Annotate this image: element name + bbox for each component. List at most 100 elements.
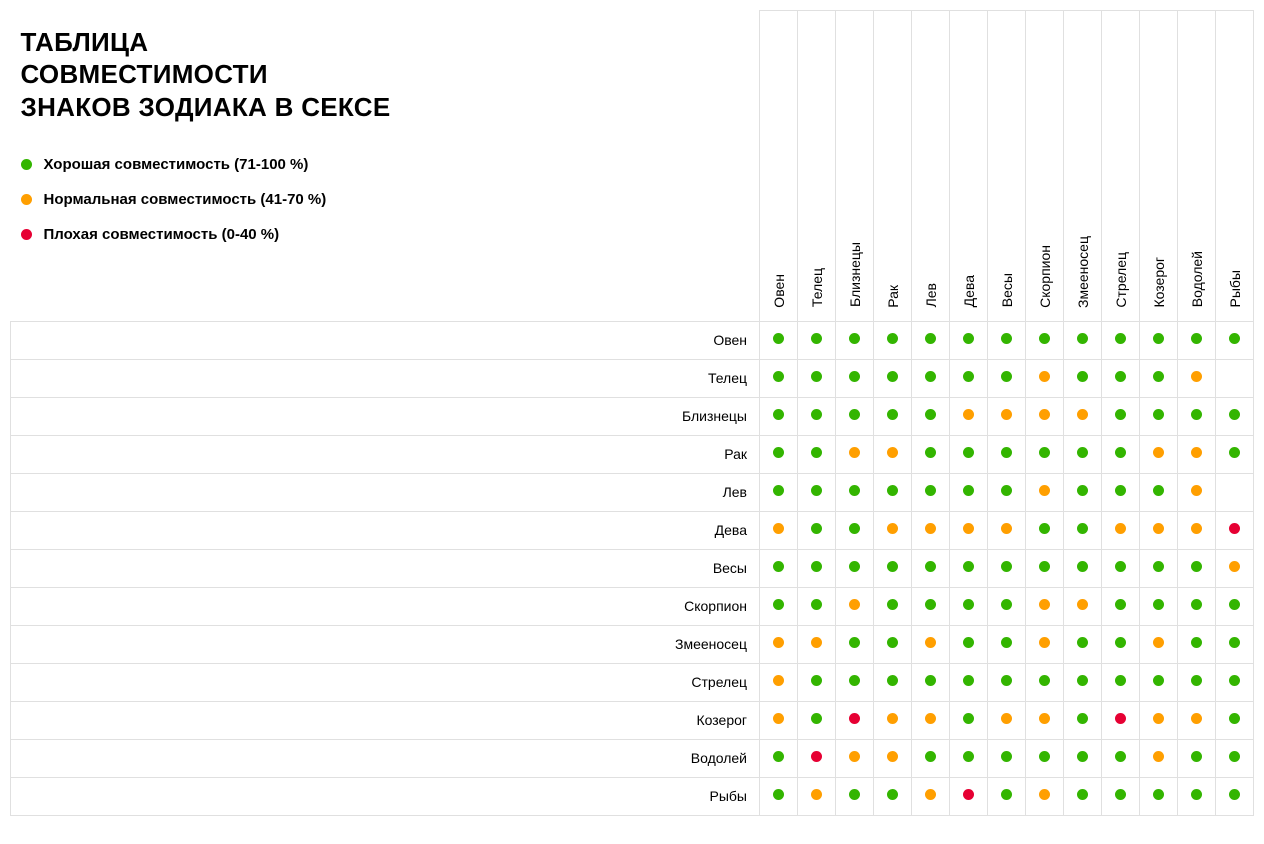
compatibility-cell: [988, 359, 1026, 397]
compatibility-cell: [1026, 549, 1064, 587]
compatibility-cell: [912, 321, 950, 359]
compatibility-cell: [798, 397, 836, 435]
compatibility-cell: [760, 359, 798, 397]
compatibility-dot-icon: [1001, 371, 1012, 382]
compatibility-cell: [1178, 321, 1216, 359]
column-header-label: Овен: [771, 274, 787, 308]
compatibility-dot-icon: [1077, 371, 1088, 382]
legend: Хорошая совместимость (71-100 %)Нормальн…: [21, 156, 327, 261]
compatibility-dot-icon: [887, 675, 898, 686]
compatibility-dot-icon: [811, 599, 822, 610]
row-header: Стрелец: [11, 663, 760, 701]
compatibility-cell: [988, 663, 1026, 701]
compatibility-dot-icon: [1077, 789, 1088, 800]
table-row: Близнецы: [11, 397, 1254, 435]
column-header-label: Весы: [999, 273, 1015, 307]
compatibility-dot-icon: [1039, 637, 1050, 648]
compatibility-dot-icon: [811, 485, 822, 496]
compatibility-dot-icon: [887, 523, 898, 534]
compatibility-dot-icon: [1191, 675, 1202, 686]
compatibility-dot-icon: [1039, 409, 1050, 420]
compatibility-dot-icon: [1115, 371, 1126, 382]
compatibility-cell: [1064, 701, 1102, 739]
compatibility-cell: [912, 777, 950, 815]
row-header: Рак: [11, 435, 760, 473]
compatibility-cell: [1178, 473, 1216, 511]
table-row: Телец: [11, 359, 1254, 397]
compatibility-dot-icon: [1191, 333, 1202, 344]
compatibility-dot-icon: [811, 637, 822, 648]
column-header: Дева: [950, 11, 988, 322]
compatibility-dot-icon: [925, 599, 936, 610]
compatibility-cell: [1178, 701, 1216, 739]
compatibility-cell: [836, 587, 874, 625]
compatibility-cell: [798, 663, 836, 701]
compatibility-cell: [836, 663, 874, 701]
compatibility-cell: [1140, 739, 1178, 777]
compatibility-dot-icon: [811, 333, 822, 344]
compatibility-dot-icon: [1153, 371, 1164, 382]
compatibility-cell: [1064, 435, 1102, 473]
compatibility-dot-icon: [1077, 485, 1088, 496]
compatibility-cell: [1026, 663, 1064, 701]
compatibility-cell: [988, 511, 1026, 549]
compatibility-dot-icon: [887, 599, 898, 610]
compatibility-dot-icon: [811, 561, 822, 572]
compatibility-cell: [1178, 397, 1216, 435]
compatibility-dot-icon: [925, 447, 936, 458]
compatibility-cell: [874, 663, 912, 701]
compatibility-dot-icon: [925, 751, 936, 762]
compatibility-dot-icon: [811, 447, 822, 458]
compatibility-cell: [1216, 587, 1254, 625]
compatibility-dot-icon: [1153, 599, 1164, 610]
compatibility-dot-icon: [1001, 447, 1012, 458]
column-header: Козерог: [1140, 11, 1178, 322]
compatibility-cell: [874, 587, 912, 625]
table-row: Лев: [11, 473, 1254, 511]
column-header-label: Скорпион: [1037, 245, 1053, 308]
compatibility-dot-icon: [1001, 675, 1012, 686]
compatibility-cell: [1178, 587, 1216, 625]
compatibility-dot-icon: [811, 751, 822, 762]
table-row: Овен: [11, 321, 1254, 359]
page-title: ТАБЛИЦА СОВМЕСТИМОСТИ ЗНАКОВ ЗОДИАКА В С…: [21, 26, 391, 124]
compatibility-dot-icon: [1077, 561, 1088, 572]
compatibility-cell: [1178, 359, 1216, 397]
compatibility-dot-icon: [773, 371, 784, 382]
compatibility-dot-icon: [1039, 561, 1050, 572]
compatibility-cell: [1140, 777, 1178, 815]
legend-dot-icon: [21, 159, 32, 170]
compatibility-cell: [1026, 435, 1064, 473]
compatibility-cell: [798, 511, 836, 549]
compatibility-dot-icon: [1229, 447, 1240, 458]
compatibility-dot-icon: [849, 637, 860, 648]
compatibility-dot-icon: [1191, 713, 1202, 724]
legend-label: Хорошая совместимость (71-100 %): [44, 156, 309, 173]
compatibility-dot-icon: [925, 409, 936, 420]
compatibility-dot-icon: [887, 713, 898, 724]
compatibility-cell: [1064, 777, 1102, 815]
compatibility-dot-icon: [887, 409, 898, 420]
compatibility-cell: [912, 511, 950, 549]
compatibility-dot-icon: [1191, 637, 1202, 648]
compatibility-cell: [1102, 359, 1140, 397]
compatibility-cell: [760, 435, 798, 473]
compatibility-dot-icon: [1229, 675, 1240, 686]
compatibility-dot-icon: [1191, 599, 1202, 610]
compatibility-cell: [798, 587, 836, 625]
compatibility-dot-icon: [1153, 751, 1164, 762]
column-header-label: Рак: [885, 285, 901, 308]
compatibility-dot-icon: [1077, 751, 1088, 762]
compatibility-cell: [1178, 511, 1216, 549]
compatibility-dot-icon: [1229, 523, 1240, 534]
compatibility-dot-icon: [1077, 599, 1088, 610]
compatibility-dot-icon: [1153, 561, 1164, 572]
column-header-label: Телец: [809, 268, 825, 307]
compatibility-cell: [1102, 587, 1140, 625]
compatibility-cell: [1102, 701, 1140, 739]
column-header-label: Лев: [923, 283, 939, 307]
compatibility-dot-icon: [963, 409, 974, 420]
compatibility-cell: [912, 435, 950, 473]
compatibility-cell: [950, 473, 988, 511]
compatibility-cell: [836, 549, 874, 587]
